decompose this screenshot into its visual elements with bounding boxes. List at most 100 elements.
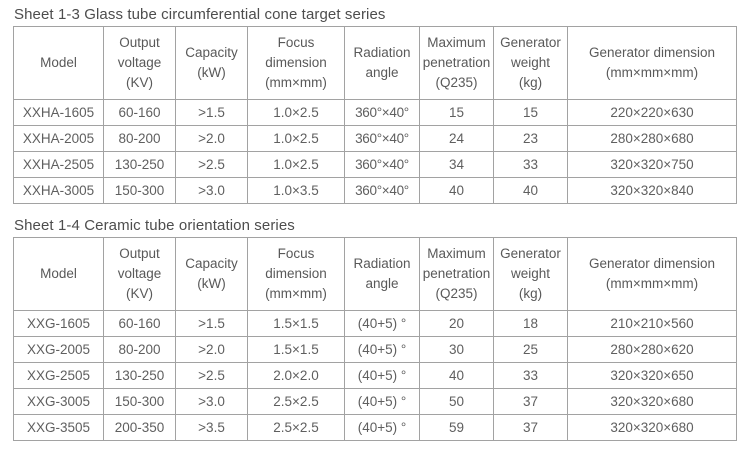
- column-header-maximum-penetration: Maximum penetration (Q235): [419, 237, 494, 311]
- cell-radiation-angle: (40+5) °: [344, 310, 420, 337]
- column-header-radiation-angle: Radiation angle: [344, 26, 420, 100]
- cell-model: XXG-3505: [13, 414, 104, 441]
- column-header-maximum-penetration: Maximum penetration (Q235): [419, 26, 494, 100]
- cell-output-voltage: 80-200: [103, 125, 176, 152]
- cell-maximum-penetration: 20: [419, 310, 494, 337]
- column-header-model: Model: [13, 237, 104, 311]
- glass-tube-spec-table: Model Output voltage (KV) Capacity (kW) …: [13, 26, 737, 204]
- cell-output-voltage: 130-250: [103, 151, 176, 178]
- cell-maximum-penetration: 30: [419, 336, 494, 363]
- column-header-generator-weight: Generator weight (kg): [493, 26, 568, 100]
- cell-capacity: >2.0: [175, 125, 248, 152]
- cell-maximum-penetration: 40: [419, 177, 494, 204]
- cell-radiation-angle: (40+5) °: [344, 388, 420, 415]
- column-header-model: Model: [13, 26, 104, 100]
- cell-capacity: >3.0: [175, 177, 248, 204]
- cell-radiation-angle: 360°×40°: [344, 99, 420, 126]
- cell-output-voltage: 130-250: [103, 362, 176, 389]
- cell-generator-weight: 33: [493, 151, 568, 178]
- cell-generator-dimension: 320×320×750: [567, 151, 737, 178]
- cell-capacity: >1.5: [175, 310, 248, 337]
- cell-focus-dimension: 1.5×1.5: [247, 310, 345, 337]
- cell-focus-dimension: 1.0×2.5: [247, 99, 345, 126]
- cell-generator-dimension: 220×220×630: [567, 99, 737, 126]
- column-header-capacity: Capacity (kW): [175, 237, 248, 311]
- cell-generator-dimension: 320×320×680: [567, 388, 737, 415]
- cell-maximum-penetration: 15: [419, 99, 494, 126]
- column-header-generator-dimension: Generator dimension (mm×mm×mm): [567, 237, 737, 311]
- cell-maximum-penetration: 24: [419, 125, 494, 152]
- column-header-radiation-angle: Radiation angle: [344, 237, 420, 311]
- cell-generator-weight: 37: [493, 414, 568, 441]
- cell-maximum-penetration: 59: [419, 414, 494, 441]
- cell-output-voltage: 150-300: [103, 388, 176, 415]
- column-header-generator-dimension: Generator dimension (mm×mm×mm): [567, 26, 737, 100]
- cell-maximum-penetration: 40: [419, 362, 494, 389]
- cell-capacity: >3.5: [175, 414, 248, 441]
- cell-focus-dimension: 1.0×2.5: [247, 151, 345, 178]
- cell-focus-dimension: 1.0×3.5: [247, 177, 345, 204]
- cell-model: XXHA-2505: [13, 151, 104, 178]
- cell-capacity: >1.5: [175, 99, 248, 126]
- column-header-focus-dimension: Focus dimension (mm×mm): [247, 237, 345, 311]
- cell-generator-weight: 40: [493, 177, 568, 204]
- cell-focus-dimension: 1.5×1.5: [247, 336, 345, 363]
- cell-generator-dimension: 320×320×680: [567, 414, 737, 441]
- sheet-1-4-title: Sheet 1-4 Ceramic tube orientation serie…: [14, 217, 295, 234]
- cell-output-voltage: 60-160: [103, 310, 176, 337]
- cell-generator-weight: 23: [493, 125, 568, 152]
- cell-output-voltage: 200-350: [103, 414, 176, 441]
- cell-radiation-angle: 360°×40°: [344, 125, 420, 152]
- cell-focus-dimension: 2.5×2.5: [247, 414, 345, 441]
- header-row: Model Output voltage (KV) Capacity (kW) …: [13, 237, 737, 311]
- table-row-xxg-1605: XXG-1605 60-160 >1.5 1.5×1.5 (40+5) ° 20…: [13, 310, 737, 337]
- header-row: Model Output voltage (KV) Capacity (kW) …: [13, 26, 737, 100]
- cell-output-voltage: 60-160: [103, 99, 176, 126]
- cell-output-voltage: 150-300: [103, 177, 176, 204]
- cell-generator-weight: 18: [493, 310, 568, 337]
- column-header-capacity: Capacity (kW): [175, 26, 248, 100]
- table-row-xxha-1605: XXHA-1605 60-160 >1.5 1.0×2.5 360°×40° 1…: [13, 99, 737, 126]
- cell-maximum-penetration: 34: [419, 151, 494, 178]
- table-row-xxha-2505: XXHA-2505 130-250 >2.5 1.0×2.5 360°×40° …: [13, 151, 737, 178]
- cell-focus-dimension: 2.0×2.0: [247, 362, 345, 389]
- sheet-1-3-title: Sheet 1-3 Glass tube circumferential con…: [14, 6, 386, 23]
- column-header-focus-dimension: Focus dimension (mm×mm): [247, 26, 345, 100]
- cell-capacity: >2.0: [175, 336, 248, 363]
- cell-model: XXHA-2005: [13, 125, 104, 152]
- table-row-xxg-2505: XXG-2505 130-250 >2.5 2.0×2.0 (40+5) ° 4…: [13, 362, 737, 389]
- cell-model: XXG-2005: [13, 336, 104, 363]
- ceramic-tube-spec-table: Model Output voltage (KV) Capacity (kW) …: [13, 237, 737, 441]
- cell-capacity: >2.5: [175, 151, 248, 178]
- table-row-xxg-2005: XXG-2005 80-200 >2.0 1.5×1.5 (40+5) ° 30…: [13, 336, 737, 363]
- table-row-xxha-3005: XXHA-3005 150-300 >3.0 1.0×3.5 360°×40° …: [13, 177, 737, 204]
- table-row-xxg-3505: XXG-3505 200-350 >3.5 2.5×2.5 (40+5) ° 5…: [13, 414, 737, 441]
- cell-generator-weight: 15: [493, 99, 568, 126]
- cell-model: XXHA-1605: [13, 99, 104, 126]
- cell-radiation-angle: 360°×40°: [344, 151, 420, 178]
- cell-generator-weight: 25: [493, 336, 568, 363]
- cell-model: XXG-1605: [13, 310, 104, 337]
- cell-generator-weight: 33: [493, 362, 568, 389]
- cell-radiation-angle: (40+5) °: [344, 362, 420, 389]
- cell-focus-dimension: 2.5×2.5: [247, 388, 345, 415]
- cell-generator-dimension: 210×210×560: [567, 310, 737, 337]
- column-header-output-voltage: Output voltage (KV): [103, 237, 176, 311]
- cell-model: XXG-3005: [13, 388, 104, 415]
- cell-generator-dimension: 280×280×620: [567, 336, 737, 363]
- cell-output-voltage: 80-200: [103, 336, 176, 363]
- cell-radiation-angle: 360°×40°: [344, 177, 420, 204]
- cell-generator-dimension: 280×280×680: [567, 125, 737, 152]
- cell-generator-dimension: 320×320×650: [567, 362, 737, 389]
- cell-capacity: >2.5: [175, 362, 248, 389]
- cell-generator-weight: 37: [493, 388, 568, 415]
- cell-capacity: >3.0: [175, 388, 248, 415]
- cell-radiation-angle: (40+5) °: [344, 336, 420, 363]
- cell-maximum-penetration: 50: [419, 388, 494, 415]
- cell-focus-dimension: 1.0×2.5: [247, 125, 345, 152]
- cell-model: XXG-2505: [13, 362, 104, 389]
- cell-generator-dimension: 320×320×840: [567, 177, 737, 204]
- column-header-generator-weight: Generator weight (kg): [493, 237, 568, 311]
- table-row-xxg-3005: XXG-3005 150-300 >3.0 2.5×2.5 (40+5) ° 5…: [13, 388, 737, 415]
